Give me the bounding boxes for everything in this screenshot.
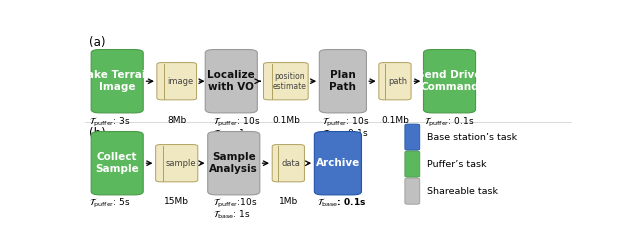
- FancyBboxPatch shape: [405, 124, 420, 150]
- FancyBboxPatch shape: [424, 50, 476, 113]
- Text: Localize
with VO: Localize with VO: [207, 70, 255, 92]
- FancyBboxPatch shape: [319, 50, 367, 113]
- FancyBboxPatch shape: [91, 131, 143, 195]
- Text: Shareable task: Shareable task: [428, 187, 498, 196]
- Text: path: path: [388, 77, 408, 86]
- Text: position
estimate: position estimate: [273, 72, 307, 91]
- Text: image: image: [167, 77, 193, 86]
- Text: $\mathcal{T}_{\mathrm{base}}$: 0.1s: $\mathcal{T}_{\mathrm{base}}$: 0.1s: [321, 128, 368, 140]
- FancyBboxPatch shape: [205, 50, 257, 113]
- Text: Archive: Archive: [316, 158, 360, 168]
- Text: 8Mb: 8Mb: [167, 116, 186, 125]
- Text: $\mathcal{T}_{\mathrm{puffer}}$: 3s: $\mathcal{T}_{\mathrm{puffer}}$: 3s: [89, 116, 131, 129]
- Text: Take Terrain
Image: Take Terrain Image: [81, 70, 153, 92]
- FancyBboxPatch shape: [405, 178, 420, 204]
- Text: Send Drive
Command: Send Drive Command: [417, 70, 482, 92]
- FancyBboxPatch shape: [272, 144, 305, 182]
- Text: $\mathcal{T}_{\mathrm{puffer}}$: 10s: $\mathcal{T}_{\mathrm{puffer}}$: 10s: [213, 116, 260, 129]
- Text: Sample
Analysis: Sample Analysis: [209, 152, 258, 174]
- FancyBboxPatch shape: [379, 63, 411, 100]
- Text: 0.1Mb: 0.1Mb: [272, 116, 300, 125]
- FancyBboxPatch shape: [314, 131, 362, 195]
- Text: Plan
Path: Plan Path: [330, 70, 356, 92]
- FancyBboxPatch shape: [208, 131, 260, 195]
- Text: 0.1Mb: 0.1Mb: [381, 116, 409, 125]
- Text: $\mathcal{T}_{\mathrm{puffer}}$:10s: $\mathcal{T}_{\mathrm{puffer}}$:10s: [213, 197, 257, 210]
- Text: $\mathcal{T}_{\mathrm{puffer}}$: 10s: $\mathcal{T}_{\mathrm{puffer}}$: 10s: [321, 116, 369, 129]
- Text: 15Mb: 15Mb: [164, 197, 189, 206]
- Text: $\mathcal{T}_{\mathrm{base}}$: 1s: $\mathcal{T}_{\mathrm{base}}$: 1s: [213, 208, 251, 221]
- Text: 1Mb: 1Mb: [278, 197, 298, 206]
- Text: $\mathcal{T}_{\mathrm{puffer}}$: 0.1s: $\mathcal{T}_{\mathrm{puffer}}$: 0.1s: [424, 116, 474, 129]
- Text: $\mathcal{T}_{\mathrm{base}}$: 0.1s: $\mathcal{T}_{\mathrm{base}}$: 0.1s: [317, 197, 367, 209]
- Text: data: data: [282, 159, 301, 168]
- FancyBboxPatch shape: [264, 63, 308, 100]
- FancyBboxPatch shape: [405, 151, 420, 177]
- Text: $\mathcal{T}_{\mathrm{puffer}}$: 5s: $\mathcal{T}_{\mathrm{puffer}}$: 5s: [89, 197, 131, 210]
- Text: (b): (b): [89, 127, 106, 140]
- Text: Collect
Sample: Collect Sample: [95, 152, 139, 174]
- FancyBboxPatch shape: [157, 63, 196, 100]
- Text: $\mathcal{T}_{\mathrm{base}}$: 1s: $\mathcal{T}_{\mathrm{base}}$: 1s: [213, 128, 251, 140]
- Text: Base station’s task: Base station’s task: [428, 133, 517, 142]
- Text: (a): (a): [89, 36, 106, 49]
- FancyBboxPatch shape: [91, 50, 143, 113]
- Text: sample: sample: [165, 159, 196, 168]
- FancyBboxPatch shape: [156, 144, 198, 182]
- Text: Puffer’s task: Puffer’s task: [428, 160, 486, 169]
